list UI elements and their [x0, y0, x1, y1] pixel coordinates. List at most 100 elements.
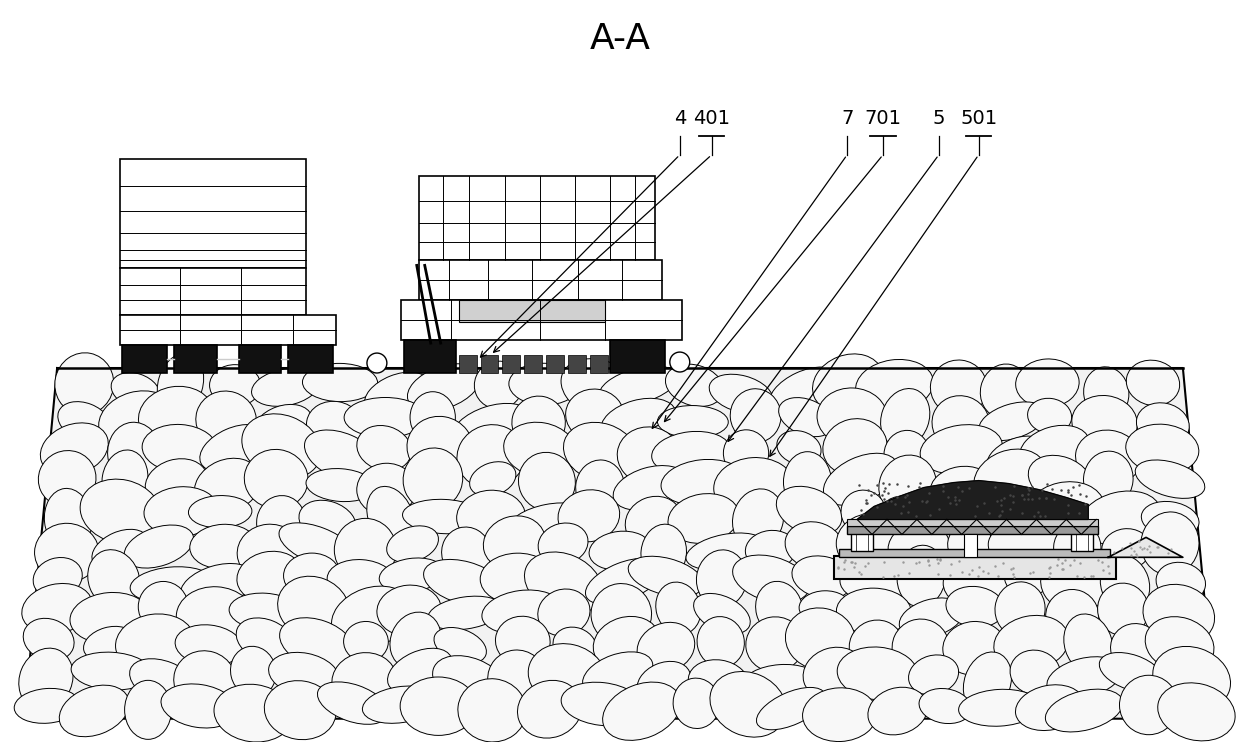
Ellipse shape: [637, 623, 694, 672]
Ellipse shape: [804, 647, 864, 700]
Bar: [963, 534, 977, 557]
Ellipse shape: [102, 450, 148, 509]
Ellipse shape: [618, 427, 681, 484]
Ellipse shape: [769, 367, 839, 414]
Text: 7: 7: [841, 109, 853, 128]
Bar: [120, 268, 306, 315]
Ellipse shape: [538, 589, 590, 636]
Ellipse shape: [365, 372, 429, 415]
Ellipse shape: [538, 523, 588, 565]
Ellipse shape: [613, 466, 687, 510]
Ellipse shape: [518, 452, 575, 510]
Ellipse shape: [403, 499, 486, 533]
Ellipse shape: [562, 682, 644, 726]
Bar: [419, 260, 662, 300]
Ellipse shape: [837, 647, 919, 700]
Text: A-A: A-A: [589, 22, 651, 56]
Ellipse shape: [688, 660, 749, 704]
Ellipse shape: [1004, 554, 1054, 596]
Bar: [401, 300, 682, 340]
Bar: [835, 557, 1116, 580]
Ellipse shape: [1141, 502, 1199, 538]
Ellipse shape: [306, 469, 376, 502]
Ellipse shape: [942, 621, 1007, 675]
Text: 501: 501: [960, 109, 997, 128]
Ellipse shape: [599, 366, 677, 406]
Ellipse shape: [697, 617, 744, 667]
Ellipse shape: [882, 496, 946, 545]
Ellipse shape: [1084, 367, 1128, 419]
Ellipse shape: [661, 459, 744, 505]
Ellipse shape: [456, 490, 526, 545]
Ellipse shape: [799, 591, 851, 624]
Ellipse shape: [1156, 562, 1205, 602]
Ellipse shape: [897, 545, 946, 607]
Bar: [1071, 531, 1094, 551]
Ellipse shape: [909, 655, 959, 695]
Ellipse shape: [977, 487, 1050, 553]
Ellipse shape: [981, 364, 1029, 418]
Ellipse shape: [210, 365, 260, 406]
Ellipse shape: [563, 422, 637, 482]
Ellipse shape: [686, 533, 765, 570]
Ellipse shape: [317, 682, 388, 724]
Ellipse shape: [55, 353, 114, 415]
Ellipse shape: [884, 430, 930, 479]
Ellipse shape: [802, 688, 877, 742]
Ellipse shape: [441, 527, 491, 579]
Ellipse shape: [879, 455, 936, 516]
Ellipse shape: [196, 391, 257, 450]
Ellipse shape: [22, 583, 93, 634]
Ellipse shape: [367, 487, 414, 547]
Ellipse shape: [69, 592, 150, 643]
Bar: [419, 176, 655, 260]
Ellipse shape: [38, 450, 95, 507]
Ellipse shape: [823, 418, 887, 476]
Ellipse shape: [1101, 529, 1151, 570]
Ellipse shape: [1047, 657, 1122, 699]
Ellipse shape: [41, 423, 108, 476]
Text: 4: 4: [673, 109, 686, 128]
Circle shape: [670, 352, 689, 372]
Ellipse shape: [978, 402, 1047, 441]
Ellipse shape: [785, 608, 856, 670]
Ellipse shape: [880, 389, 930, 447]
Bar: [847, 519, 1099, 527]
Ellipse shape: [257, 496, 305, 548]
Ellipse shape: [673, 678, 719, 728]
Ellipse shape: [723, 429, 769, 476]
Ellipse shape: [591, 583, 651, 645]
Bar: [610, 340, 665, 373]
Ellipse shape: [1120, 675, 1178, 735]
Ellipse shape: [487, 650, 546, 707]
Ellipse shape: [785, 522, 843, 569]
Ellipse shape: [33, 557, 82, 598]
Bar: [122, 345, 166, 373]
Ellipse shape: [697, 550, 746, 608]
Text: 401: 401: [693, 109, 730, 128]
Ellipse shape: [434, 628, 486, 663]
Ellipse shape: [408, 364, 480, 411]
Bar: [525, 355, 542, 373]
Ellipse shape: [124, 681, 171, 739]
Ellipse shape: [264, 681, 336, 739]
Ellipse shape: [112, 372, 160, 408]
Ellipse shape: [823, 453, 898, 505]
Ellipse shape: [641, 524, 687, 582]
Ellipse shape: [856, 360, 934, 412]
Ellipse shape: [1024, 481, 1105, 542]
Ellipse shape: [279, 617, 355, 669]
Ellipse shape: [892, 619, 949, 675]
Ellipse shape: [558, 490, 620, 542]
Ellipse shape: [401, 677, 476, 736]
Bar: [239, 345, 281, 373]
Bar: [120, 159, 306, 268]
Ellipse shape: [512, 396, 565, 450]
Ellipse shape: [714, 458, 795, 517]
Ellipse shape: [279, 523, 356, 568]
Ellipse shape: [362, 686, 439, 724]
Ellipse shape: [327, 559, 396, 601]
Ellipse shape: [284, 553, 340, 599]
Ellipse shape: [403, 448, 463, 510]
Ellipse shape: [19, 648, 73, 710]
